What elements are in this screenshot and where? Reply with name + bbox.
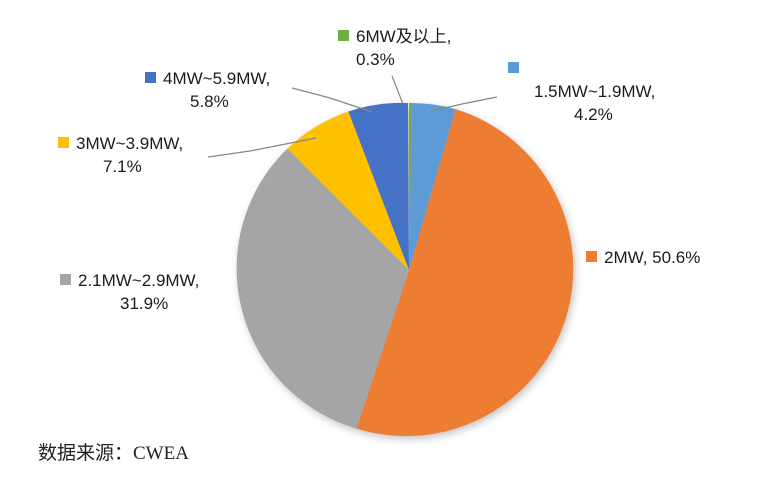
pie-slice-3mw[interactable] [287, 111, 409, 270]
label-6mw-and-above: 6MW及以上, 0.3% [338, 26, 451, 72]
label-4mw-text-line1: 4MW~5.9MW, [163, 69, 271, 88]
pie-slice-6mw[interactable] [409, 103, 413, 270]
source-note: 数据来源：CWEA [38, 443, 189, 464]
label-2-1mw-text-line2: 31.9% [120, 293, 169, 313]
label-2mw: 2MW, 50.6% [586, 247, 700, 270]
label-6mw-text-line1: 6MW及以上, [356, 27, 452, 46]
legend-swatch-3mw [58, 137, 69, 148]
pie-slice-2-1mw[interactable] [236, 148, 409, 429]
label-6mw-text-line2: 0.3% [356, 49, 395, 69]
leader-lines-group [207, 75, 498, 158]
label-1-5mw-text-line1: 1.5MW~1.9MW, [534, 81, 656, 101]
label-3mw-to-3-9mw: 3MW~3.9MW, 7.1% [58, 133, 183, 179]
pie-slice-1-5mw[interactable] [409, 103, 456, 270]
label-2-1mw-text-line1: 2.1MW~2.9MW, [78, 271, 200, 290]
label-4mw-text-line2: 5.8% [190, 91, 229, 111]
label-1-5mw-to-1-9mw: 1.5MW~1.9MW, 4.2% [508, 58, 655, 127]
pie-slice-4mw[interactable] [348, 102, 409, 271]
pie-slices-group [236, 102, 574, 437]
label-3mw-text-line2: 7.1% [103, 156, 142, 176]
legend-swatch-6mw [338, 30, 349, 41]
label-2-1mw-to-2-9mw: 2.1MW~2.9MW, 31.9% [60, 270, 199, 316]
leader-line-3mw [207, 137, 317, 158]
leader-line-1-5mw [431, 96, 498, 112]
leader-line-4mw [291, 87, 373, 113]
legend-swatch-4mw [145, 72, 156, 83]
label-3mw-text-line1: 3MW~3.9MW, [76, 134, 184, 153]
label-2mw-text-line1: 2MW, 50.6% [604, 248, 701, 267]
leader-line-6mw [391, 75, 404, 105]
label-4mw-to-5-9mw: 4MW~5.9MW, 5.8% [145, 68, 270, 114]
legend-swatch-1-5mw [508, 62, 519, 73]
legend-swatch-2mw [586, 251, 597, 262]
pie-slice-2mw[interactable] [356, 109, 574, 437]
legend-swatch-2-1mw [60, 274, 71, 285]
label-1-5mw-text-line2: 4.2% [574, 104, 613, 124]
